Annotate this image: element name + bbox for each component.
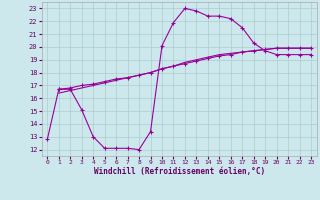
X-axis label: Windchill (Refroidissement éolien,°C): Windchill (Refroidissement éolien,°C) xyxy=(94,167,265,176)
